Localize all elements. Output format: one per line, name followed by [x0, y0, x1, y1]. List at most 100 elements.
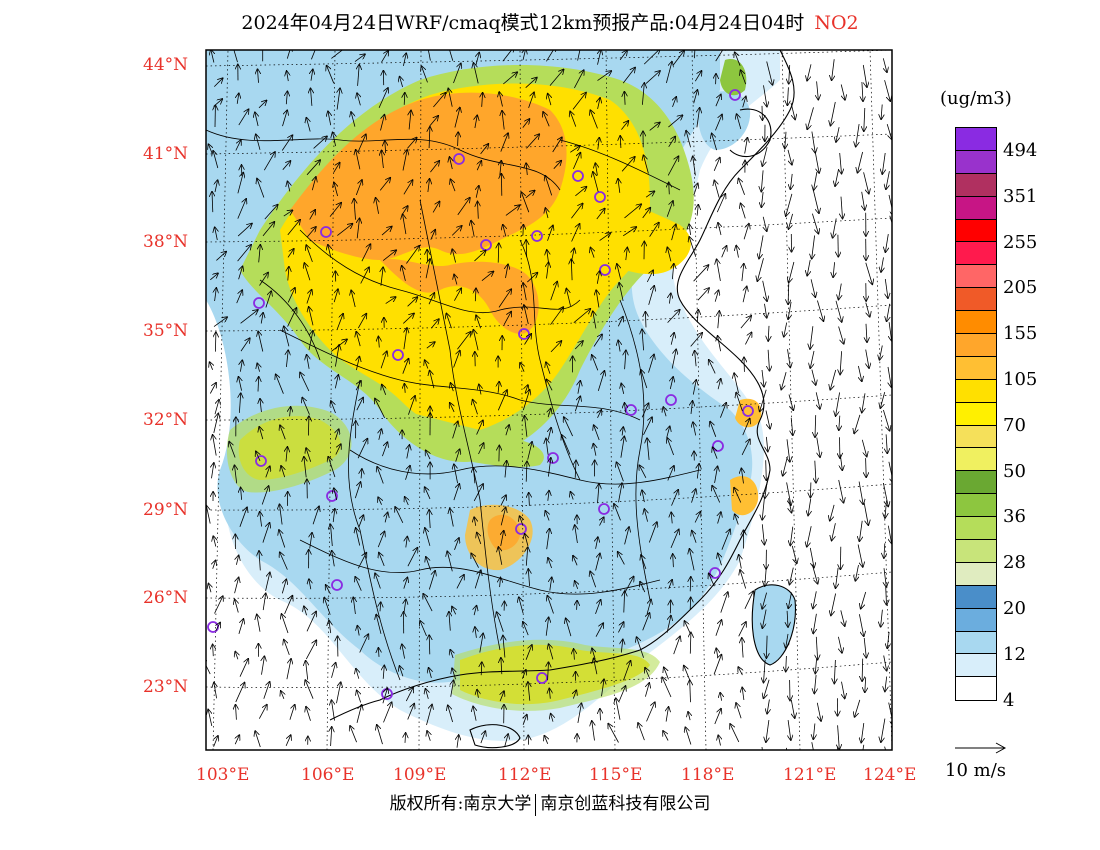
wind-arrow	[790, 526, 793, 546]
wind-arrow	[522, 119, 530, 128]
wind-arrow	[302, 398, 310, 415]
wind-arrow	[810, 482, 811, 498]
wind-arrow	[840, 610, 845, 626]
wind-arrow	[812, 235, 815, 259]
wind-arrow	[474, 606, 476, 616]
wind-arrow	[237, 245, 251, 262]
wind-arrow	[404, 93, 405, 105]
wind-arrow	[286, 447, 287, 462]
wind-arrow	[279, 530, 286, 548]
wind-arrow	[475, 627, 477, 638]
lat-label: 44°N	[143, 55, 189, 75]
wind-arrow	[288, 267, 289, 281]
wind-arrow	[400, 666, 403, 677]
wind-arrow	[545, 511, 549, 521]
legend-swatch	[956, 311, 996, 335]
wind-arrow	[745, 333, 751, 345]
wind-arrow	[498, 243, 499, 263]
wind-arrow	[257, 364, 259, 372]
wind-arrow	[883, 483, 888, 506]
wind-arrow	[767, 699, 769, 714]
wind-arrow	[618, 622, 623, 633]
wind-scale-label: 10 m/s	[945, 760, 1006, 781]
legend-swatch	[956, 562, 996, 586]
wind-arrow	[884, 568, 886, 587]
wind-arrow	[813, 190, 819, 214]
wind-arrow	[256, 452, 260, 462]
wind-arrow	[578, 50, 581, 61]
wind-arrow	[306, 160, 320, 176]
wind-arrow	[309, 579, 311, 590]
city-marker	[253, 297, 265, 309]
wind-arrow	[740, 316, 751, 329]
legend-swatch	[956, 379, 996, 403]
wind-arrow	[403, 180, 413, 195]
wind-arrow	[260, 512, 262, 527]
wind-arrow	[215, 332, 216, 352]
region-north-east-yellow	[585, 190, 691, 275]
wind-arrow	[522, 390, 529, 411]
wind-arrow	[404, 328, 407, 350]
wind-arrow	[886, 171, 890, 189]
wind-arrow	[287, 288, 295, 303]
wind-arrow	[258, 69, 259, 83]
wind-arrow	[575, 461, 576, 478]
wind-arrow	[544, 736, 547, 744]
wind-arrow	[649, 123, 660, 131]
wind-arrow	[550, 341, 561, 353]
wind-arrow	[306, 448, 312, 462]
wind-arrow	[235, 735, 239, 745]
wind-arrow	[597, 271, 599, 284]
wind-arrow	[473, 400, 478, 415]
wind-arrow	[266, 466, 270, 478]
legend-label: 4	[1003, 689, 1015, 711]
wind-arrow	[697, 205, 698, 216]
wind-arrow	[831, 593, 836, 616]
wind-arrow	[549, 644, 554, 660]
wind-arrow	[382, 385, 386, 395]
lon-label: 109°E	[393, 765, 447, 785]
wind-arrow	[377, 532, 384, 548]
wind-arrow	[546, 618, 548, 636]
wind-arrow	[817, 81, 819, 99]
wind-arrow	[356, 528, 361, 546]
wind-arrow	[213, 317, 227, 327]
wind-arrow	[673, 554, 674, 568]
wind-arrow	[480, 731, 485, 744]
wind-arrow	[405, 688, 413, 702]
wind-arrow	[883, 58, 887, 72]
wind-arrow	[407, 445, 410, 459]
wind-arrow	[209, 383, 216, 394]
wind-arrow	[446, 314, 452, 329]
wind-arrow	[280, 504, 283, 525]
wind-arrow	[673, 637, 680, 655]
wind-arrow	[789, 498, 792, 512]
wind-arrow	[331, 663, 336, 678]
wind-arrow	[854, 414, 861, 433]
wind-arrow	[454, 288, 461, 301]
legend-label: 205	[1003, 277, 1038, 299]
wind-arrow	[335, 375, 338, 389]
legend-swatch	[956, 471, 996, 495]
wind-arrow	[667, 438, 674, 456]
city-marker	[536, 672, 548, 684]
wind-arrow	[432, 202, 439, 213]
wind-arrow	[639, 465, 647, 478]
wind-arrow	[500, 691, 504, 702]
wind-arrow	[617, 264, 622, 280]
wind-arrow	[213, 536, 216, 547]
wind-arrow	[528, 93, 534, 109]
wind-arrow	[379, 553, 385, 567]
wind-arrow	[261, 313, 263, 324]
wind-arrow	[830, 369, 837, 390]
lat-label: 23°N	[143, 677, 189, 697]
wind-arrow	[237, 94, 239, 104]
wind-arrow	[451, 179, 456, 192]
wind-arrow	[355, 381, 361, 391]
wind-arrow	[621, 640, 623, 653]
wind-arrow	[881, 104, 882, 120]
wind-arrow	[331, 525, 333, 547]
wind-arrow	[644, 509, 647, 522]
wind-arrow	[429, 668, 432, 679]
wind-arrow	[477, 161, 481, 171]
